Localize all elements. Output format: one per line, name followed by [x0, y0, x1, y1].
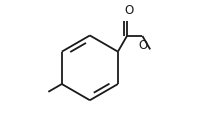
Text: O: O — [124, 4, 133, 17]
Text: O: O — [138, 39, 148, 52]
